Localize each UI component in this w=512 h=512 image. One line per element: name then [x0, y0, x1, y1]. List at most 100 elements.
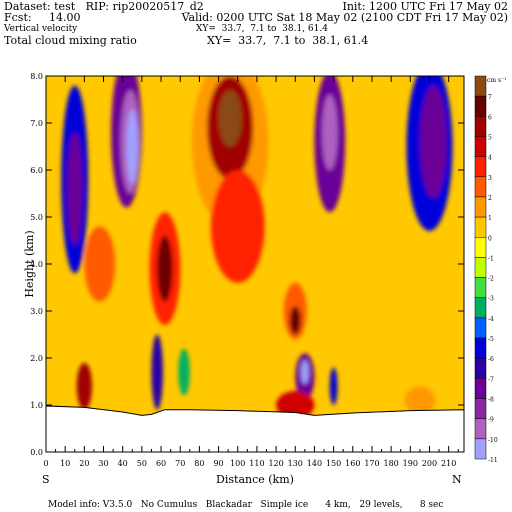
- x-tick-label: 100: [230, 459, 245, 468]
- colorbar-label: -3: [488, 296, 494, 303]
- x-tick-label: 70: [175, 459, 185, 468]
- field1-xy: XY= 33.7, 7.1 to 38.1, 61.4: [196, 24, 328, 34]
- y-tick-label: 2.0: [30, 354, 43, 363]
- y-tick-label: 5.0: [30, 213, 43, 222]
- colorbar-swatch: [474, 257, 487, 278]
- field2-name: Total cloud mixing ratio: [4, 34, 137, 47]
- y-tick-label: 0.0: [30, 448, 43, 457]
- x-tick-label: 170: [364, 459, 379, 468]
- x-tick-label: 60: [156, 459, 166, 468]
- colorbar-label: 3: [488, 175, 492, 182]
- field-feature-10: [419, 85, 447, 199]
- colorbar-swatch: [474, 357, 487, 379]
- y-axis-label: Height (km): [23, 230, 36, 297]
- colorbar-label: 7: [488, 94, 492, 101]
- colorbar-swatch: [474, 418, 487, 440]
- x-tick-label: 160: [345, 459, 360, 468]
- colorbar-swatch: [474, 95, 487, 117]
- x-tick-label: 20: [79, 459, 89, 468]
- field-feature-2: [126, 108, 139, 185]
- colorbar-label: -7: [488, 376, 494, 383]
- x-tick-label: 150: [326, 459, 341, 468]
- x-tick-label: 0: [43, 459, 48, 468]
- terrain-mask: [45, 405, 465, 453]
- valid-time: Valid: 0200 UTC Sat 18 May 02 (2100 CDT …: [181, 11, 508, 24]
- contour-field: [46, 76, 464, 452]
- colorbar-label: 1: [488, 215, 492, 222]
- x-tick-label: 210: [441, 459, 456, 468]
- colorbar: 7 6 5 4 3 2 1 0 -1 -2 -3 -4 -5 -6 -7 -8 -9 -10 -11: [474, 75, 498, 464]
- y-tick-label: 3.0: [30, 307, 43, 316]
- model-info: Model info: V3.5.0 No Cumulus Blackadar …: [48, 500, 444, 510]
- colorbar-swatch: [474, 156, 487, 178]
- x-tick-label: 120: [268, 459, 283, 468]
- north-label: N: [452, 473, 462, 486]
- x-tick-label: 140: [307, 459, 322, 468]
- field-feature-16: [289, 306, 302, 335]
- x-tick-label: 10: [60, 459, 70, 468]
- x-axis-label: Distance (km): [216, 473, 294, 486]
- x-tick-label: 200: [422, 459, 437, 468]
- colorbar-label: 2: [488, 195, 492, 202]
- x-tick-label: 190: [403, 459, 418, 468]
- x-tick-label: 50: [137, 459, 147, 468]
- field-feature-12: [67, 132, 83, 246]
- colorbar-label: 6: [488, 114, 492, 121]
- field-feature-5: [218, 90, 242, 147]
- field1-name: Vertical velocity: [4, 24, 78, 34]
- x-tick-label: 130: [288, 459, 303, 468]
- y-tick-label: 7.0: [30, 119, 43, 128]
- colorbar-swatch: [474, 398, 487, 419]
- south-label: S: [42, 473, 50, 486]
- dataset-label: Dataset: test RIP: rip20020517_d2: [4, 0, 204, 13]
- colorbar-label: -4: [488, 316, 494, 323]
- colorbar-label: -10: [488, 437, 498, 444]
- field-feature-24: [76, 362, 93, 410]
- colorbar-swatch: [474, 277, 487, 298]
- colorbar-swatch: [474, 216, 487, 238]
- colorbar-swatch: [474, 116, 487, 137]
- init-time: Init: 1200 UTC Fri 17 May 02: [342, 0, 508, 13]
- y-tick-label: 6.0: [30, 166, 43, 175]
- colorbar-label: 4: [488, 155, 492, 162]
- field-feature-25: [404, 386, 436, 415]
- x-tick-label: 110: [249, 459, 264, 468]
- colorbar-swatch: [474, 438, 487, 460]
- x-tick-label: 80: [194, 459, 204, 468]
- field2-xy: XY= 33.7, 7.1 to 38.1, 61.4: [207, 34, 369, 47]
- colorbar-label: -5: [488, 336, 494, 343]
- forecast-hour: Fcst: 14.00: [4, 11, 81, 24]
- field-feature-6: [210, 170, 265, 283]
- colorbar-label: -9: [488, 417, 494, 424]
- field-feature-21: [329, 367, 338, 406]
- colorbar-label: 0: [488, 235, 492, 242]
- y-tick-label: 8.0: [30, 72, 43, 81]
- field-feature-8: [322, 94, 338, 170]
- x-tick-label: 40: [118, 459, 128, 468]
- x-tick-label: 90: [213, 459, 223, 468]
- field-feature-20: [151, 334, 163, 410]
- colorbar-swatch: [474, 176, 487, 198]
- colorbar-swatch: [474, 75, 487, 97]
- colorbar-unit: cm s⁻¹: [487, 77, 507, 84]
- colorbar-label: 5: [488, 134, 492, 141]
- colorbar-label: -11: [488, 457, 498, 464]
- colorbar-swatch: [474, 136, 487, 157]
- colorbar-swatch: [474, 337, 487, 359]
- colorbar-swatch: [474, 297, 487, 319]
- colorbar-label: -6: [488, 356, 494, 363]
- field-feature-14: [157, 235, 173, 302]
- y-tick-label: 1.0: [30, 401, 43, 410]
- field-feature-22: [178, 348, 190, 396]
- colorbar-swatch: [474, 196, 487, 218]
- x-tick-label: 180: [383, 459, 398, 468]
- field-feature-17: [84, 226, 116, 302]
- x-axis: 0 10 20 30 40 50 60 70 80 90 100 110 120 130 140 150 160…: [43, 76, 459, 468]
- colorbar-swatch: [474, 378, 487, 399]
- x-tick-label: 30: [98, 459, 108, 468]
- colorbar-swatch: [474, 317, 487, 339]
- colorbar-label: -1: [488, 255, 494, 262]
- field-feature-19: [301, 360, 309, 384]
- colorbar-label: -2: [488, 276, 494, 283]
